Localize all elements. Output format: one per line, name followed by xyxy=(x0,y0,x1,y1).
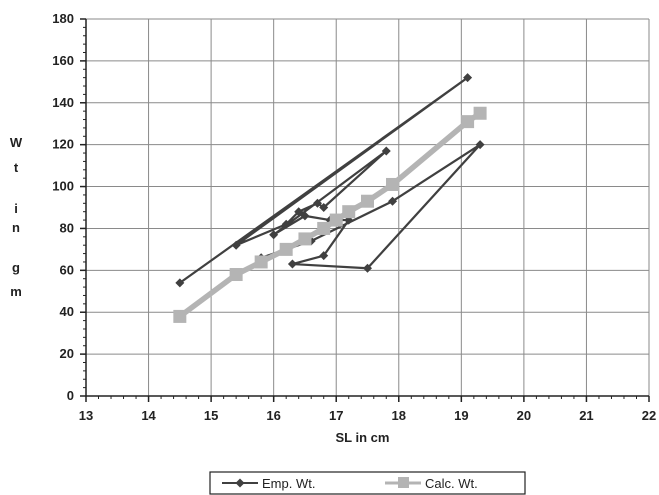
x-tick-label: 19 xyxy=(454,408,468,423)
series-emp-wt xyxy=(175,73,485,288)
data-point xyxy=(319,203,329,212)
y-axis-label-char: n xyxy=(12,220,20,235)
y-tick-label: 60 xyxy=(60,262,74,277)
data-point xyxy=(363,263,372,273)
data-point xyxy=(173,309,187,323)
x-tick-label: 22 xyxy=(642,408,656,423)
x-tick-label: 17 xyxy=(329,408,343,423)
legend-label-calc-wt: Calc. Wt. xyxy=(425,476,478,491)
data-point xyxy=(361,194,374,208)
series-line xyxy=(178,76,482,284)
data-point xyxy=(231,240,241,250)
data-point xyxy=(463,73,473,83)
y-axis-label-char: i xyxy=(14,201,18,216)
data-point xyxy=(312,198,322,208)
data-point xyxy=(329,213,343,227)
y-axis-label-char: g xyxy=(12,260,20,275)
data-point xyxy=(279,242,293,256)
y-tick-label: 120 xyxy=(52,137,74,152)
y-tick-label: 160 xyxy=(52,53,74,68)
x-tick-label: 21 xyxy=(579,408,593,423)
data-point xyxy=(381,146,391,156)
data-point xyxy=(319,251,329,261)
y-tick-label: 100 xyxy=(52,179,74,194)
y-tick-label: 0 xyxy=(67,388,74,403)
y-axis-label-char: t xyxy=(14,160,19,175)
data-point xyxy=(281,219,291,229)
data-point xyxy=(475,140,485,150)
data-point xyxy=(473,106,487,120)
y-tick-label: 180 xyxy=(52,11,74,26)
data-point xyxy=(388,196,398,206)
x-tick-label: 14 xyxy=(141,408,156,423)
data-point xyxy=(287,259,297,269)
data-point xyxy=(317,221,331,235)
data-point xyxy=(461,115,475,129)
y-tick-label: 140 xyxy=(52,95,74,110)
legend-marker-calc-wt xyxy=(398,477,409,488)
data-point xyxy=(269,230,279,240)
y-axis-label-char: W xyxy=(10,135,23,150)
data-point xyxy=(294,207,304,217)
legend-box xyxy=(209,471,526,495)
legend-marker-emp-wt xyxy=(235,478,245,488)
data-point xyxy=(229,268,243,282)
x-axis-label: SL in cm xyxy=(336,430,390,445)
x-tick-label: 16 xyxy=(266,408,280,423)
series-calc-wt xyxy=(173,106,487,323)
data-point xyxy=(386,177,400,191)
y-tick-label: 40 xyxy=(60,304,74,319)
legend: Emp. Wt. Calc. Wt. xyxy=(209,471,526,495)
data-point xyxy=(298,232,312,246)
x-tick-label: 13 xyxy=(79,408,93,423)
y-axis-label-char: m xyxy=(10,284,22,299)
y-tick-label: 80 xyxy=(60,220,74,235)
data-point xyxy=(300,211,310,221)
x-tick-label: 20 xyxy=(517,408,531,423)
data-point xyxy=(342,205,356,219)
data-point xyxy=(254,255,268,269)
data-point xyxy=(175,278,185,288)
legend-label-emp-wt: Emp. Wt. xyxy=(262,476,315,491)
y-tick-label: 20 xyxy=(60,346,74,361)
x-tick-label: 15 xyxy=(204,408,218,423)
x-tick-label: 18 xyxy=(392,408,406,423)
